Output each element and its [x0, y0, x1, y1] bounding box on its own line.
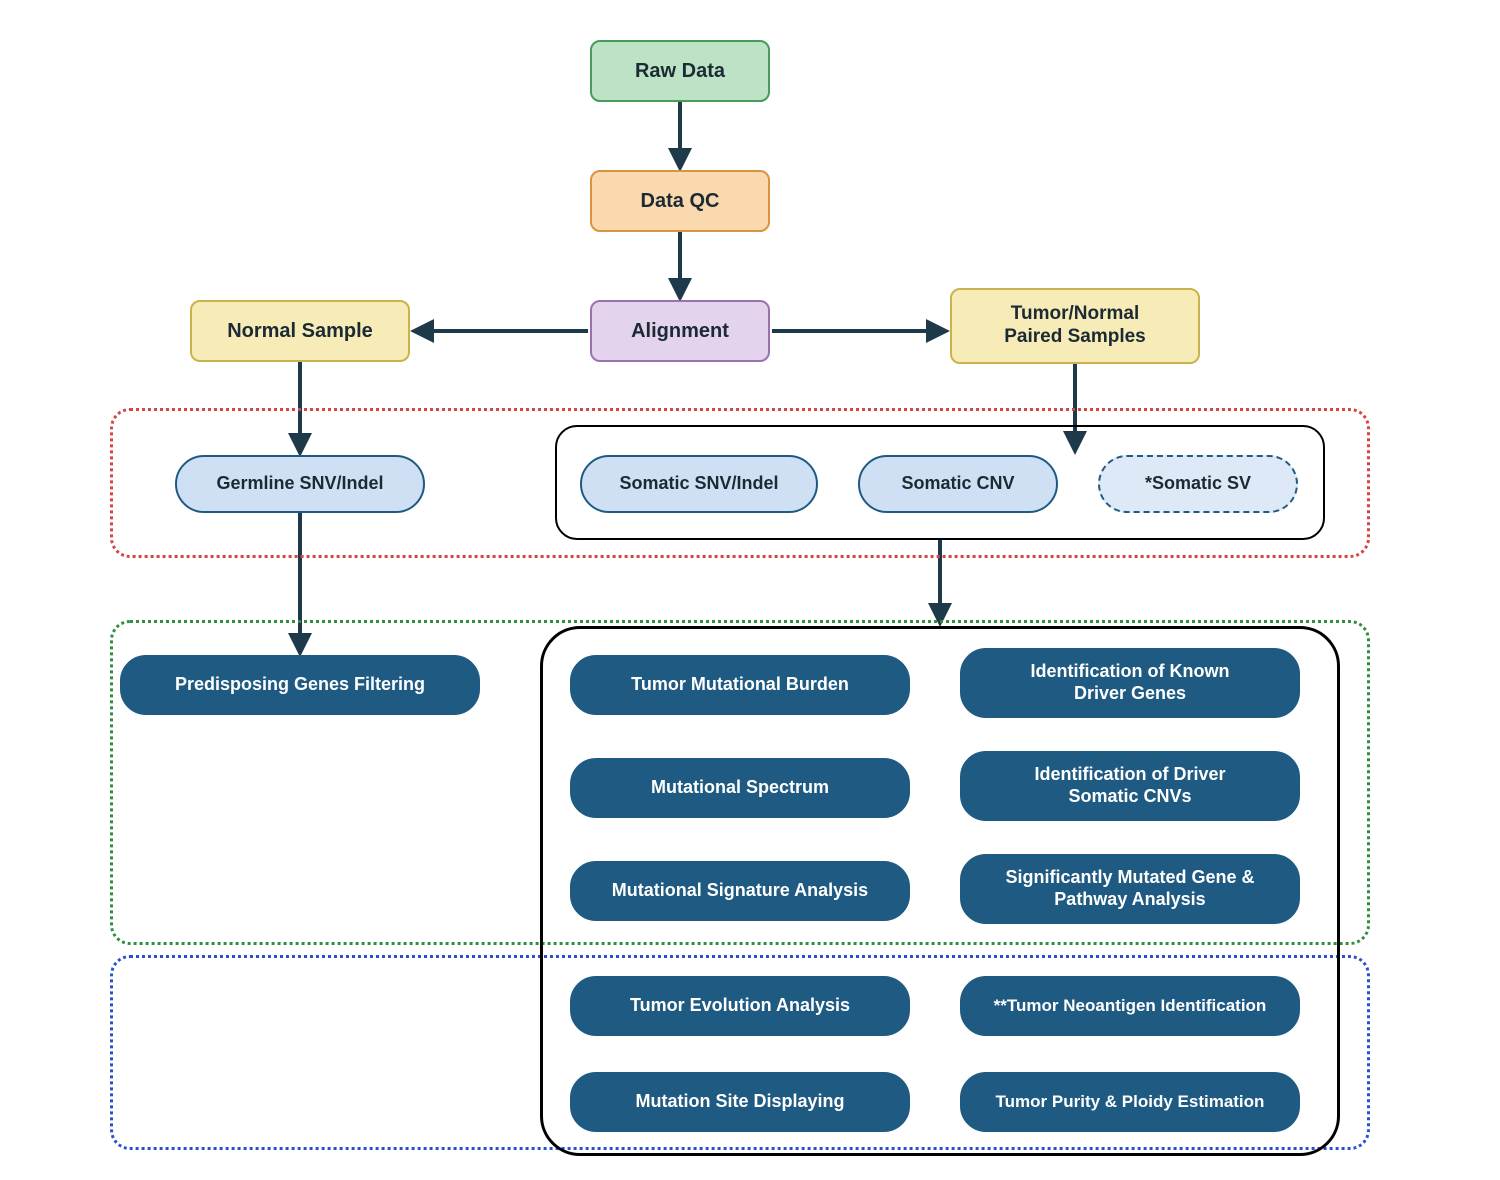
node-evo: Tumor Evolution Analysis — [570, 976, 910, 1036]
node-somatic_snv: Somatic SNV/Indel — [580, 455, 818, 513]
flowchart-canvas: Raw Data Data QC Alignment Normal Sample Tum… — [0, 0, 1500, 1180]
node-somatic_cnv: Somatic CNV — [858, 455, 1058, 513]
node-spectrum: Mutational Spectrum — [570, 758, 910, 818]
node-predisposing: Predisposing Genes Filtering — [120, 655, 480, 715]
node-sig: Mutational Signature Analysis — [570, 861, 910, 921]
node-normal: Normal Sample — [190, 300, 410, 362]
node-site: Mutation Site Displaying — [570, 1072, 910, 1132]
node-paired: Tumor/Normal Paired Samples — [950, 288, 1200, 364]
node-germline: Germline SNV/Indel — [175, 455, 425, 513]
node-known_drv: Identification of Known Driver Genes — [960, 648, 1300, 718]
node-drv_cnv: Identification of Driver Somatic CNVs — [960, 751, 1300, 821]
node-tmb: Tumor Mutational Burden — [570, 655, 910, 715]
node-raw_data: Raw Data — [590, 40, 770, 102]
node-purity: Tumor Purity & Ploidy Estimation — [960, 1072, 1300, 1132]
node-smg: Significantly Mutated Gene & Pathway Ana… — [960, 854, 1300, 924]
node-alignment: Alignment — [590, 300, 770, 362]
node-neo: **Tumor Neoantigen Identification — [960, 976, 1300, 1036]
node-somatic_sv: *Somatic SV — [1098, 455, 1298, 513]
node-data_qc: Data QC — [590, 170, 770, 232]
